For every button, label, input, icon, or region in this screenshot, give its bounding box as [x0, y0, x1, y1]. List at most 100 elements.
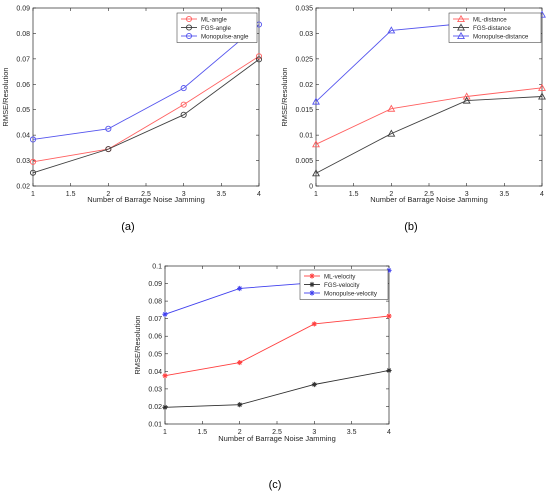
- chart-panel-c: 1 1.5 2 2.5 3 3.5 40.010.020.030.040.050.060.0…: [133, 264, 392, 491]
- legend-label: ML-velocity: [324, 273, 356, 280]
- y-axis: 0.02 0.03 0.04 0.05 0.06 0.07 0.08 0.09: [16, 6, 259, 191]
- legend-entry: Monopulse-angle: [181, 32, 249, 40]
- x-tick-label: 1.5: [197, 429, 207, 436]
- series-FGS-distance: [312, 92, 546, 177]
- x-axis-label: Number of Barrage Noise Jamming: [218, 434, 336, 443]
- legend-entry: Monopulse-distance: [453, 31, 529, 40]
- y-tick-label: 0.02: [148, 404, 162, 411]
- data-point: [386, 267, 392, 273]
- series-line: [32, 59, 260, 174]
- x-axis-label: Number of Barrage Noise Jamming: [370, 195, 488, 204]
- y-tick-label: 0.02: [299, 82, 313, 89]
- data-point: [311, 321, 317, 327]
- x-tick-label: 1: [31, 191, 35, 198]
- y-tick-label: 0.05: [148, 351, 162, 358]
- legend-marker: [457, 23, 465, 31]
- data-point: [312, 97, 320, 105]
- legend-marker: [185, 24, 193, 31]
- x-tick-label: 1.5: [349, 191, 359, 198]
- legend-label: Monopulse-velocity: [324, 290, 378, 297]
- data-point: [387, 129, 396, 137]
- legend-label: Monopulse-distance: [473, 33, 529, 40]
- data-point: [105, 146, 112, 153]
- x-tick-label: 1.5: [66, 191, 76, 198]
- x-tick-label: 3.5: [347, 429, 357, 436]
- series-line: [164, 370, 390, 408]
- chart-panel-a: 1 1.5 2 2.5 3 3.5 40.020.030.040.050.060.070.0…: [1, 6, 263, 233]
- x-tick-label: 2.5: [272, 429, 282, 436]
- y-tick-label: 0.03: [16, 158, 30, 165]
- y-tick-label: 0.03: [148, 386, 162, 393]
- y-tick-label: 0.1: [152, 264, 162, 271]
- data-point: [237, 402, 243, 408]
- panel-label: (b): [404, 221, 417, 233]
- x-tick-label: 4: [257, 191, 261, 198]
- x-tick-label: 1: [163, 429, 167, 436]
- series-line: [32, 24, 260, 140]
- panel-label: (a): [121, 221, 134, 233]
- legend-label: FGS-distance: [473, 25, 511, 32]
- y-tick-label: 0.06: [148, 334, 162, 341]
- x-tick-label: 3: [312, 429, 316, 436]
- legend-marker: [185, 15, 193, 23]
- data-point: [312, 169, 320, 177]
- legend-label: Monopulse-angle: [201, 33, 249, 40]
- legend-marker: [457, 31, 465, 40]
- data-point: [180, 85, 187, 92]
- y-tick-label: 0.05: [16, 107, 30, 114]
- series-Monopulse-angle: [29, 21, 263, 143]
- data-point: [255, 56, 263, 63]
- series-line: [315, 96, 543, 174]
- legend-entry: ML-angle: [181, 15, 227, 23]
- x-tick-label: 2: [106, 191, 110, 198]
- series-FGS-angle: [29, 56, 263, 176]
- y-tick-label: 0.03: [299, 31, 313, 38]
- data-point: [180, 111, 187, 118]
- y-tick-label: 0.035: [295, 6, 313, 13]
- data-point: [387, 26, 396, 34]
- y-tick-label: 0.01: [299, 133, 313, 140]
- legend-label: FGS-angle: [201, 25, 231, 32]
- data-point: [538, 92, 546, 100]
- y-tick-label: 0.08: [148, 299, 162, 306]
- y-tick-label: 0.025: [295, 56, 313, 63]
- panel-label: (c): [269, 479, 282, 491]
- x-tick-label: 4: [387, 429, 391, 436]
- y-tick-label: 0.02: [16, 184, 30, 191]
- series-ML-velocity: [162, 313, 392, 379]
- data-point: [462, 96, 471, 104]
- y-tick-label: 0.04: [148, 369, 162, 376]
- x-axis-label: Number of Barrage Noise Jamming: [87, 195, 205, 204]
- legend-entry: ML-distance: [453, 14, 507, 23]
- legend-label: ML-distance: [473, 16, 507, 23]
- data-point: [29, 158, 37, 165]
- y-tick-label: 0.04: [16, 133, 30, 140]
- legend: ML-velocity FGS-velocityMonopulse-velocit…: [299, 269, 389, 300]
- x-axis: 1 1.5 2 2.5 3 3.5 4: [31, 8, 261, 198]
- legend-marker: [309, 290, 315, 296]
- y-tick-label: 0.01: [148, 422, 162, 429]
- data-point: [29, 169, 37, 176]
- data-point: [105, 125, 112, 132]
- data-point: [237, 359, 243, 366]
- legend-entry: FGS-angle: [181, 24, 231, 32]
- legend-label: ML-angle: [201, 16, 227, 23]
- data-point: [162, 404, 168, 410]
- data-point: [162, 311, 168, 317]
- x-axis: 1 1.5 2 2.5 3 3.5 4: [163, 266, 391, 436]
- y-axis: 0 0.005 0.01 0.015 0.02 0.025 0.03 0.035: [295, 6, 542, 191]
- data-point: [386, 313, 392, 319]
- data-point: [387, 104, 396, 112]
- series-line: [164, 315, 390, 377]
- legend-marker: [309, 273, 315, 279]
- y-tick-label: 0: [309, 184, 313, 191]
- series-line: [32, 55, 260, 163]
- x-tick-label: 1: [314, 191, 318, 198]
- data-point: [462, 92, 471, 100]
- legend-marker: [185, 32, 193, 40]
- x-tick-label: 4: [540, 191, 544, 198]
- x-axis: 1 1.5 2 2.5 3 3.5 4: [314, 8, 544, 198]
- x-tick-label: 3.5: [499, 191, 509, 198]
